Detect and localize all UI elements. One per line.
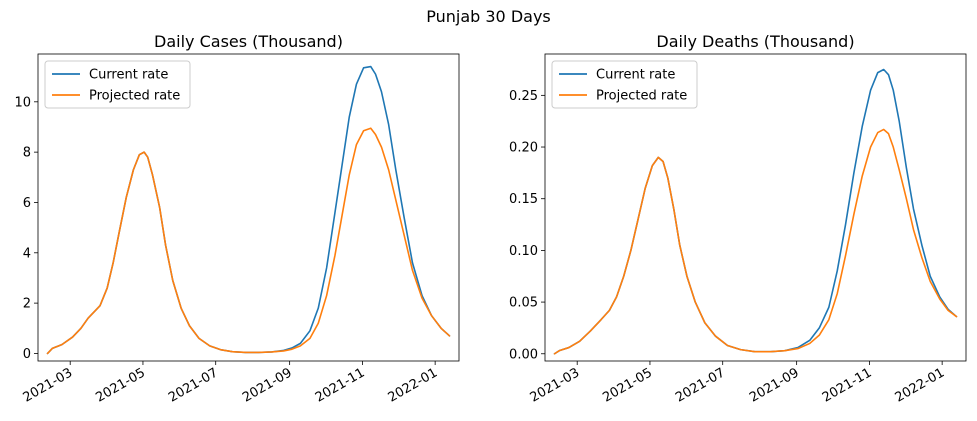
deaths-legend: Current rate Projected rate — [551, 60, 698, 109]
cases-y-tick-label: 8 — [23, 146, 31, 161]
cases-legend-box — [44, 60, 191, 109]
deaths-x-tick-label: 2022-01 — [893, 365, 948, 405]
cases-chart-title: Daily Cases (Thousand) — [154, 32, 343, 51]
cases-y-tick-label: 2 — [23, 297, 31, 312]
cases-y-tick-label: 10 — [14, 95, 31, 110]
deaths-y-tick-label: 0.20 — [509, 141, 538, 156]
cases-series-projected-line — [46, 127, 451, 355]
deaths-legend-box — [551, 60, 698, 109]
deaths-plot-frame — [544, 53, 967, 362]
deaths-chart-title: Daily Deaths (Thousand) — [656, 32, 854, 51]
deaths-series-projected-line — [553, 128, 958, 355]
deaths-series-current-line — [553, 68, 958, 355]
deaths-legend-label-projected: Projected rate — [596, 89, 687, 104]
deaths-y-tick-label: 0.25 — [509, 89, 538, 104]
cases-y-tick-label: 0 — [23, 347, 31, 362]
deaths-x-tick-label: 2021-05 — [600, 365, 655, 405]
deaths-y-tick-label: 0.10 — [509, 244, 538, 259]
deaths-x-tick-label: 2021-09 — [747, 365, 802, 405]
cases-y-tick-label: 6 — [23, 196, 31, 211]
cases-legend-label-projected: Projected rate — [89, 89, 180, 104]
figure-title: Punjab 30 Days — [426, 7, 551, 26]
deaths-x-tick-label: 2021-07 — [673, 365, 728, 405]
deaths-y-tick-label: 0.05 — [509, 296, 538, 311]
cases-plot-frame — [37, 53, 460, 362]
cases-legend-label-current: Current rate — [89, 68, 168, 83]
cases-legend: Current rate Projected rate — [44, 60, 191, 109]
deaths-x-tick-label: 2021-03 — [528, 365, 583, 405]
deaths-x-tick-label: 2021-11 — [820, 365, 875, 405]
deaths-y-tick-label: 0.00 — [509, 347, 538, 362]
deaths-legend-label-current: Current rate — [596, 68, 675, 83]
deaths-y-tick-label: 0.15 — [509, 192, 538, 207]
cases-y-tick-label: 4 — [23, 246, 31, 261]
